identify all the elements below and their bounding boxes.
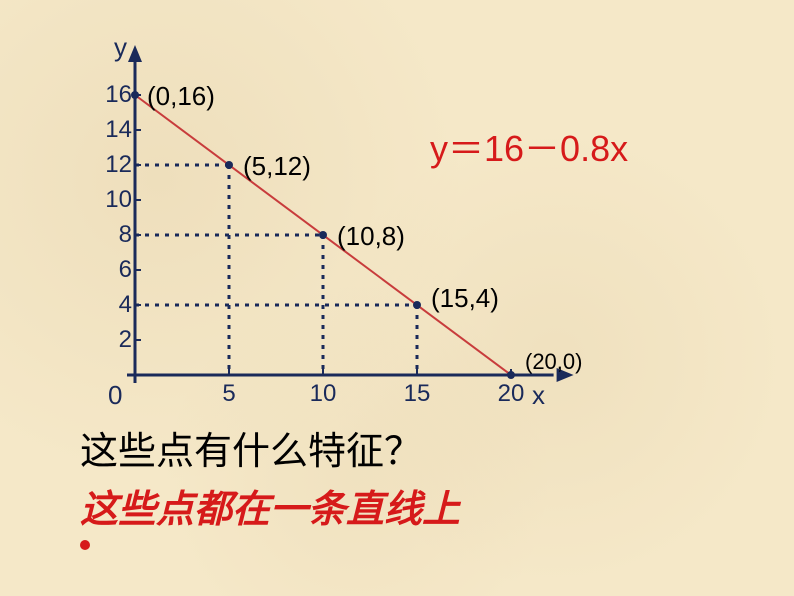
y-tick-label: 4 xyxy=(92,291,132,319)
question-text: 这些点有什么特征？ xyxy=(80,420,422,475)
y-tick-label: 16 xyxy=(92,81,132,109)
x-tick-label: 15 xyxy=(397,380,437,408)
x-tick-label: 10 xyxy=(303,380,343,408)
point-label: (0,16) xyxy=(147,81,215,112)
equation-text: y＝16－0.8x xyxy=(430,120,628,172)
y-tick-label: 10 xyxy=(92,186,132,214)
y-axis-label: y xyxy=(114,32,127,63)
x-axis-label: x xyxy=(532,380,545,411)
point-label: (15,4) xyxy=(431,283,499,314)
answer-dot-icon xyxy=(80,540,90,550)
chart-container: y x 0 2468101214165101520(0,16)(5,12)(10… xyxy=(100,40,600,420)
origin-label: 0 xyxy=(108,380,122,411)
y-tick-label: 12 xyxy=(92,151,132,179)
x-tick-label: 5 xyxy=(209,380,249,408)
point-label: (10,8) xyxy=(337,221,405,252)
y-tick-label: 2 xyxy=(92,326,132,354)
x-tick-label: 20 xyxy=(491,380,531,408)
point-label: (5,12) xyxy=(243,151,311,182)
answer-text: 这些点都在一条直线上 xyxy=(80,478,460,533)
point-label: (20,0) xyxy=(525,349,582,375)
y-tick-label: 14 xyxy=(92,116,132,144)
y-tick-label: 6 xyxy=(92,256,132,284)
y-tick-label: 8 xyxy=(92,221,132,249)
